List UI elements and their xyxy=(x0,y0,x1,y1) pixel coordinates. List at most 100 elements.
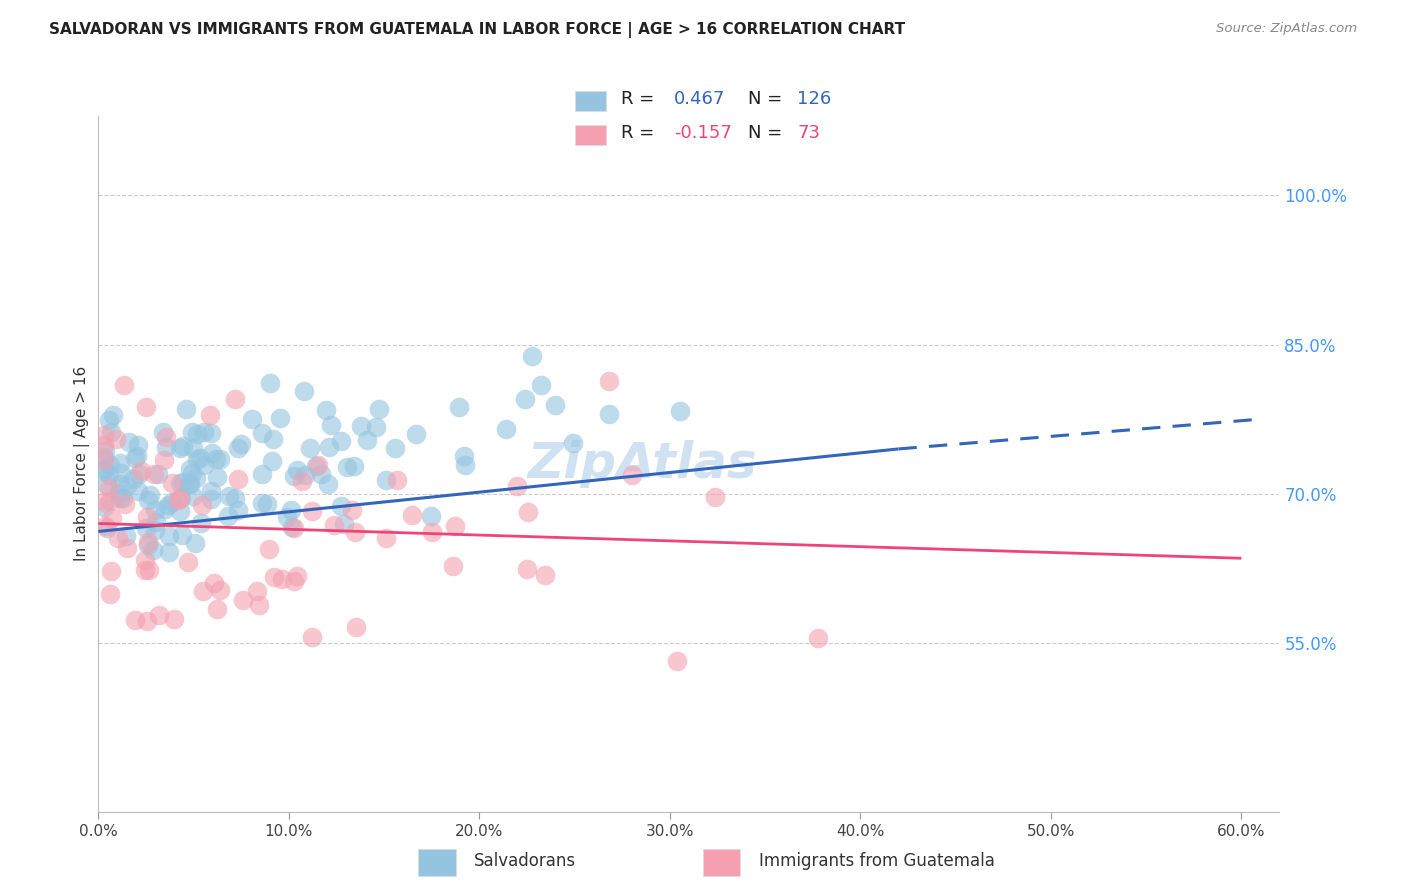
Point xyxy=(506,479,529,493)
Point xyxy=(110,466,132,480)
Point xyxy=(305,459,328,474)
Point xyxy=(374,473,396,487)
Point xyxy=(135,521,157,535)
Point xyxy=(100,564,122,578)
Text: 73: 73 xyxy=(797,124,821,142)
Text: Immigrants from Guatemala: Immigrants from Guatemala xyxy=(759,852,994,870)
Point xyxy=(517,506,540,520)
Point xyxy=(108,486,131,500)
Point xyxy=(135,401,157,415)
Point xyxy=(122,472,145,486)
Point xyxy=(179,477,201,491)
Point xyxy=(252,496,274,510)
Point xyxy=(205,602,228,616)
Point xyxy=(160,475,183,490)
Point xyxy=(807,632,830,646)
Point xyxy=(322,518,344,533)
Point xyxy=(138,563,160,577)
Point xyxy=(374,531,396,545)
Point xyxy=(311,467,333,482)
Point xyxy=(179,462,201,476)
Point xyxy=(224,491,246,506)
Point xyxy=(96,520,118,534)
Y-axis label: In Labor Force | Age > 16: In Labor Force | Age > 16 xyxy=(75,367,90,561)
Point xyxy=(188,450,211,465)
Point xyxy=(200,408,222,422)
Point xyxy=(98,467,121,482)
Point xyxy=(401,508,423,523)
Point xyxy=(181,489,204,503)
Point xyxy=(257,541,280,556)
Point xyxy=(186,427,208,442)
Point xyxy=(201,445,224,459)
Point xyxy=(301,630,323,644)
Point xyxy=(136,493,159,508)
Point xyxy=(193,583,215,598)
Point xyxy=(170,490,193,504)
Point xyxy=(93,495,115,509)
Point xyxy=(344,620,367,634)
Point xyxy=(420,508,443,523)
Text: 0.467: 0.467 xyxy=(673,90,725,108)
Point xyxy=(101,511,124,525)
Point xyxy=(449,400,471,414)
Point xyxy=(217,508,239,523)
Point xyxy=(226,441,249,455)
Text: Source: ZipAtlas.com: Source: ZipAtlas.com xyxy=(1216,22,1357,36)
Point xyxy=(100,425,122,439)
Point xyxy=(136,614,159,628)
Point xyxy=(115,478,138,492)
Point xyxy=(294,467,316,482)
Text: N =: N = xyxy=(748,124,782,142)
Point xyxy=(98,458,121,472)
Point xyxy=(136,538,159,552)
Point xyxy=(208,451,231,466)
Point xyxy=(98,587,121,601)
Point xyxy=(191,498,214,512)
Point xyxy=(298,441,321,455)
Point xyxy=(181,441,204,455)
Point xyxy=(157,529,180,543)
Text: 126: 126 xyxy=(797,90,832,108)
Point xyxy=(665,654,688,668)
Point xyxy=(443,519,465,533)
Point xyxy=(340,503,363,517)
FancyBboxPatch shape xyxy=(419,849,456,876)
Point xyxy=(172,475,194,489)
Point xyxy=(441,558,464,573)
Point xyxy=(285,463,308,477)
Point xyxy=(156,498,179,512)
FancyBboxPatch shape xyxy=(575,91,606,111)
Point xyxy=(142,543,165,558)
Point xyxy=(153,502,176,516)
Point xyxy=(200,492,222,507)
Point xyxy=(368,401,391,416)
Point xyxy=(145,515,167,529)
Point xyxy=(186,451,208,466)
Point xyxy=(108,476,131,491)
Point xyxy=(143,503,166,517)
Point xyxy=(280,503,302,517)
Text: SALVADORAN VS IMMIGRANTS FROM GUATEMALA IN LABOR FORCE | AGE > 16 CORRELATION CH: SALVADORAN VS IMMIGRANTS FROM GUATEMALA … xyxy=(49,22,905,38)
FancyBboxPatch shape xyxy=(703,849,740,876)
Point xyxy=(112,378,135,392)
Point xyxy=(202,576,225,591)
Point xyxy=(169,441,191,455)
Point xyxy=(350,418,373,433)
Point xyxy=(169,476,191,491)
Point xyxy=(167,492,190,507)
Point xyxy=(598,374,620,388)
Point xyxy=(128,467,150,482)
Point xyxy=(516,562,538,576)
Point xyxy=(181,425,204,440)
Point xyxy=(115,529,138,543)
Point xyxy=(124,451,146,466)
Point xyxy=(107,531,129,545)
Point xyxy=(529,377,551,392)
Point xyxy=(250,467,273,481)
Point xyxy=(343,525,366,540)
Point xyxy=(108,456,131,470)
Point xyxy=(256,497,278,511)
Point xyxy=(170,527,193,541)
Point xyxy=(134,563,156,577)
